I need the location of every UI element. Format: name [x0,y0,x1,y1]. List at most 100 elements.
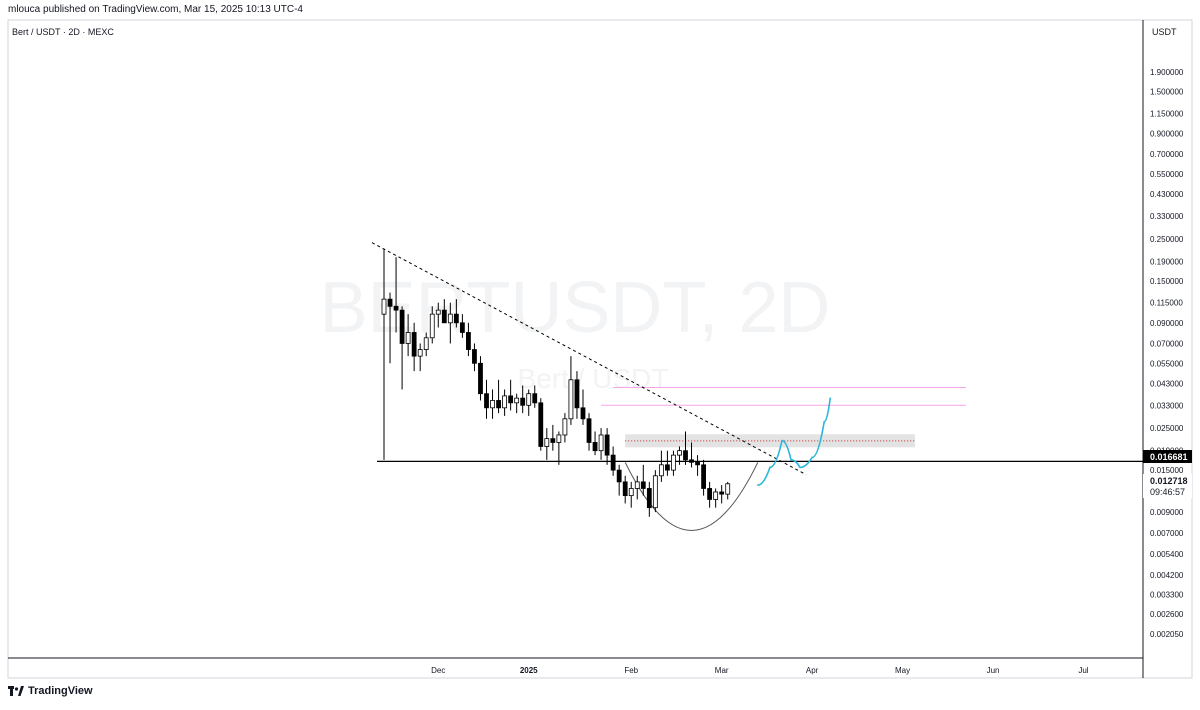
candle-up [514,393,520,414]
price-tick-label: 0.550000 [1150,170,1184,179]
candle-body [514,397,520,404]
candle-body [423,337,429,350]
candle-up [556,431,562,465]
candle-body [435,309,441,315]
candle-body [417,349,423,357]
support-price-badge: 0.016681 [1143,450,1192,463]
candle-body [725,483,731,495]
tradingview-logo-icon [8,686,24,696]
candle-body [381,298,387,315]
candle-up [423,332,429,357]
drawings-layer [371,242,1143,531]
candle-down [496,379,501,414]
price-tick-label: 1.900000 [1150,68,1184,77]
candle-down [472,343,477,372]
candle-down [622,475,628,504]
price-tick-label: 0.700000 [1150,150,1184,159]
candle-down [441,299,447,324]
candle-body [701,464,706,489]
candle-body [689,459,694,463]
candle-body [598,434,604,452]
candle-up [671,450,676,476]
candle-down [459,314,465,338]
price-tick-label: 0.009000 [1150,508,1184,517]
watermark-sub: Bert / USDT [518,363,669,394]
candle-down [484,379,489,419]
candle-down [604,428,610,465]
candle-down [466,322,471,357]
footer-brand[interactable]: TradingView [8,685,93,697]
candle-body [502,395,508,409]
candle-up [447,302,453,344]
candle-down [580,389,586,425]
candle-down [592,431,598,456]
candle-body [453,313,459,324]
currency-label: USDT [1152,27,1177,37]
candle-up [429,306,435,344]
last-price-badge: 0.012718 09:46:57 [1143,474,1192,498]
price-tick-label: 0.900000 [1150,129,1184,138]
candle-body [610,454,616,471]
time-tick-label: Jun [987,666,1000,675]
candle-body [646,488,652,509]
candle-down [387,292,393,364]
price-tick-label: 0.090000 [1150,319,1184,328]
candle-body [652,475,658,509]
candle-body [640,481,646,489]
candle-down [586,413,592,451]
candle-down [532,385,538,408]
watermark-main: BERTUSDT, 2D [320,268,831,348]
candle-down [520,385,526,414]
candle-down [689,442,694,468]
candle-body [411,332,417,357]
price-tick-label: 0.250000 [1150,235,1184,244]
price-tick-label: 0.150000 [1150,277,1184,286]
candle-body [719,491,725,495]
candle-body [568,379,574,420]
price-axis[interactable]: 1.900000 1.500000 1.150000 0.900000 0.700000… [1150,68,1184,639]
candle-up [417,343,423,372]
time-tick-label: Jul [1078,666,1088,675]
candle-body [622,481,628,497]
price-tick-label: 0.115000 [1150,299,1183,308]
cup-arc [624,462,759,531]
chart-frame [7,19,1193,679]
candle-body [478,362,483,395]
last-price-text: 0.012718 [1150,476,1188,486]
candle-body [399,309,405,344]
time-tick-label: 2025 [520,666,538,675]
candle-body [526,393,532,406]
candle-body [490,400,495,409]
candle-up [435,302,441,328]
candle-down [574,371,580,419]
candle-body [472,349,477,364]
candle-body [544,438,550,447]
candle-down [701,459,706,496]
candle-body [677,450,682,456]
time-tick-label: Mar [715,666,729,675]
candle-body [671,454,676,471]
time-tick-label: Feb [624,666,638,675]
candle-down [453,299,459,328]
price-tick-label: 0.190000 [1150,257,1184,266]
candle-body [586,418,592,443]
time-tick-label: May [895,666,910,675]
candle-body [658,464,664,477]
candle-down [508,379,514,411]
price-tick-label: 0.025000 [1150,424,1184,433]
candle-body [592,442,598,452]
candle-body [713,491,719,500]
candle-up [652,470,658,513]
time-axis[interactable]: Dec 2025 Feb Mar Apr May Jun Jul [431,666,1089,675]
candle-down [616,464,622,496]
price-tick-label: 0.043000 [1150,380,1184,389]
candle-up [677,446,682,465]
price-tick-label: 0.033000 [1150,401,1184,410]
candle-up [405,314,411,357]
candle-body [683,450,688,461]
candle-body [556,434,562,443]
price-tick-label: 1.150000 [1150,109,1184,118]
price-tick-label: 0.070000 [1150,339,1184,348]
